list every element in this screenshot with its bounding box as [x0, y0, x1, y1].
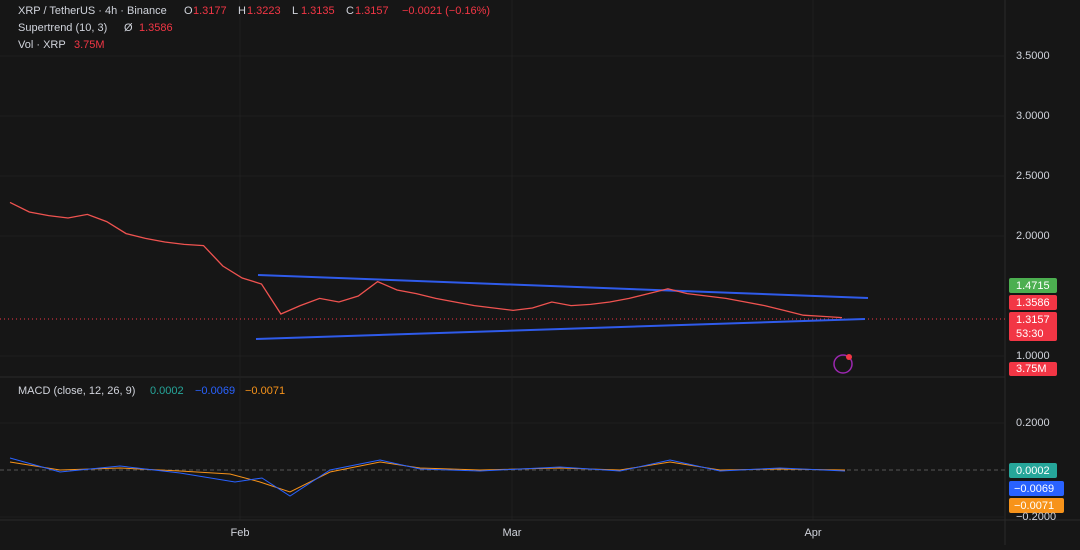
price-pane	[9, 201, 843, 319]
ohlc-key: C	[346, 5, 354, 17]
volume-label: 3.75M	[1016, 363, 1047, 375]
price-tick-label: 2.5000	[1016, 170, 1050, 182]
supertrend-symbol: Ø	[124, 22, 133, 34]
signal-tag	[1009, 481, 1064, 496]
change: −0.0021 (−0.16%)	[402, 5, 490, 17]
macd-tag	[1009, 463, 1057, 478]
alert-icon[interactable]	[833, 354, 853, 374]
time-grid	[239, 0, 814, 520]
macd-tick-label: −0.2000	[1016, 511, 1056, 523]
macd-hist-value: −0.0071	[245, 385, 285, 397]
ohlc-key: H	[238, 5, 246, 17]
signal-tag-label: −0.0069	[1014, 483, 1054, 495]
macd-signal	[9, 461, 846, 493]
ohlc-value: 1.3157	[355, 5, 389, 17]
price-tick-label: 2.0000	[1016, 230, 1050, 242]
time-label: Mar	[503, 527, 522, 539]
supertrend-value: 1.3586	[139, 22, 173, 34]
ohlc: O 1.3177 H 1.3223 L 1.3135 C 1.3157	[184, 5, 389, 17]
ohlc-key: O	[184, 5, 193, 17]
time-label: Feb	[231, 527, 250, 539]
time-label: Apr	[804, 527, 821, 539]
upper-trendline	[257, 274, 869, 299]
price-tick-label: 1.0000	[1016, 350, 1050, 362]
last-price-tag	[1009, 312, 1057, 341]
countdown-label: 53:30	[1016, 328, 1044, 340]
macd-signal-value: −0.0069	[195, 385, 235, 397]
ohlc-key: L	[292, 5, 298, 17]
upper-trendline-tag	[1009, 278, 1057, 293]
price-tick-label: 3.0000	[1016, 110, 1050, 122]
lower-trendline	[255, 318, 866, 340]
supertrend-label: 1.3586	[1016, 297, 1050, 309]
hist-tag	[1009, 498, 1064, 513]
macd-value: 0.0002	[150, 385, 184, 397]
hist-tag-label: −0.0071	[1014, 500, 1054, 512]
alert-dot	[846, 354, 852, 360]
upper-trendline-label: 1.4715	[1016, 280, 1050, 292]
price-line	[9, 201, 843, 319]
macd-line	[9, 457, 846, 497]
ohlc-value: 1.3177	[193, 5, 227, 17]
supertrend-tag	[1009, 295, 1057, 310]
symbol: XRP / TetherUS · 4h · Binance	[18, 5, 167, 17]
macd-name: MACD (close, 12, 26, 9)	[18, 385, 135, 397]
ohlc-value: 1.3223	[247, 5, 281, 17]
supertrend-name: Supertrend (10, 3)	[18, 22, 107, 34]
macd-tag-label: 0.0002	[1016, 465, 1050, 477]
volume-tag	[1009, 362, 1057, 376]
macd-tick-label: 0.2000	[1016, 417, 1050, 429]
volume-name: Vol · XRP	[18, 39, 66, 51]
volume-value: 3.75M	[74, 39, 105, 51]
last-price-label: 1.3157	[1016, 314, 1050, 326]
price-tick-label: 3.5000	[1016, 50, 1050, 62]
ohlc-value: 1.3135	[301, 5, 335, 17]
